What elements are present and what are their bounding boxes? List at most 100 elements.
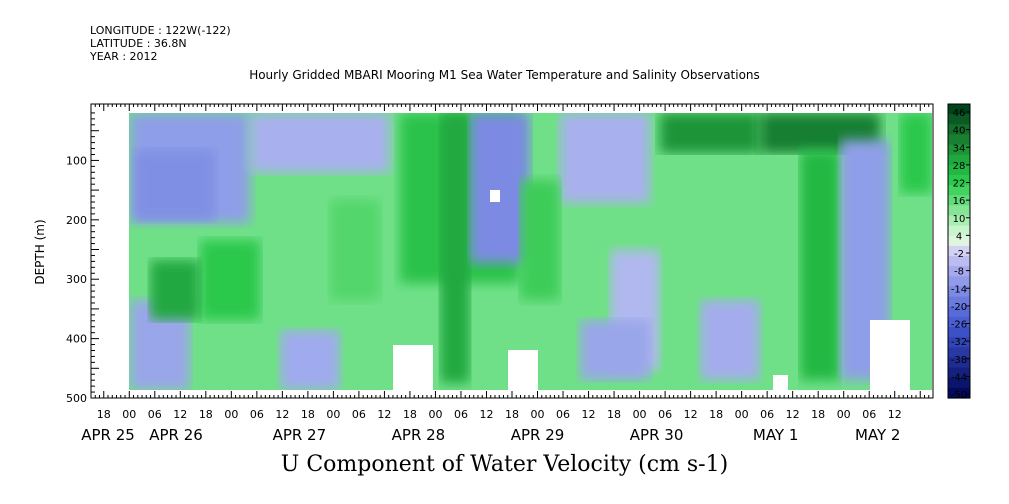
colorbar-swatch	[948, 185, 970, 196]
colorbar-label: 46	[953, 108, 966, 119]
x-tick-label: 12	[786, 408, 800, 421]
x-date-label: APR 27	[273, 426, 327, 444]
x-tick-label: 18	[607, 408, 621, 421]
colorbar-label: -20	[951, 302, 967, 313]
y-tick-label: 500	[66, 392, 87, 405]
x-axis: 18 00 06 12 18 00 06 12 18 00 06 12 18 00 06 12 18 00 06 12…	[81, 104, 934, 444]
x-tick-label: 18	[199, 408, 213, 421]
colorbar-swatch	[948, 327, 970, 338]
colorbar-swatch	[948, 225, 970, 237]
missing-data-areas	[393, 190, 910, 390]
missing-data-patch	[393, 345, 433, 390]
x-tick-label: 18	[811, 408, 825, 421]
heatmap-patch	[580, 320, 650, 380]
colorbar-swatch	[948, 215, 970, 227]
colorbar: 46 40 34 28 22 16 10 4 -2 -8 -14 -20 -26 -32 -38 -44 -50	[947, 103, 971, 401]
x-tick-label: 00	[428, 408, 442, 421]
colorbar-label: 40	[953, 126, 966, 137]
x-date-label: APR 30	[630, 426, 684, 444]
heatmap-patch	[520, 180, 560, 300]
x-date-label: APR 29	[511, 426, 565, 444]
colorbar-label: -44	[951, 372, 967, 383]
colorbar-label: -50	[951, 390, 967, 401]
x-tick-label: 06	[760, 408, 774, 421]
colorbar-label: 22	[953, 179, 966, 190]
x-tick-label: 18	[97, 408, 111, 421]
colorbar-swatch	[948, 205, 970, 217]
heatmap-patch	[700, 300, 760, 380]
colorbar-frame	[947, 103, 971, 399]
x-tick-label: 06	[454, 408, 468, 421]
colorbar-swatch	[948, 276, 970, 288]
colorbar-label: 4	[956, 231, 962, 242]
heatmap-patch	[330, 200, 380, 300]
heatmap-patch	[660, 113, 760, 153]
x-tick-label: 12	[582, 408, 596, 421]
x-tick-label: 18	[709, 408, 723, 421]
colorbar-swatch	[948, 296, 970, 308]
x-tick-label: 12	[173, 408, 187, 421]
heatmap-patch	[250, 113, 390, 173]
x-tick-label: 18	[505, 408, 519, 421]
colorbar-label: -26	[951, 320, 967, 331]
y-tick-label: 400	[66, 333, 87, 346]
colorbar-swatch	[948, 266, 970, 277]
colorbar-label: 10	[953, 214, 966, 225]
y-tick-label: 200	[66, 214, 87, 227]
x-tick-label: 12	[275, 408, 289, 421]
colorbar-label: 28	[953, 161, 966, 172]
chart-title: Hourly Gridded MBARI Mooring M1 Sea Wate…	[249, 68, 760, 82]
x-tick-label: 00	[633, 408, 647, 421]
x-tick-label: 00	[122, 408, 136, 421]
colorbar-swatch	[948, 337, 970, 348]
colorbar-label: 16	[953, 196, 966, 207]
x-tick-label: 00	[326, 408, 340, 421]
y-tick-label: 300	[66, 273, 87, 286]
colorbar-label: -32	[951, 337, 967, 348]
x-tick-label: 06	[556, 408, 570, 421]
heatmap-patch	[560, 113, 650, 203]
colorbar-swatch	[948, 367, 970, 379]
y-axis: 100 200 300 400 500	[66, 112, 99, 405]
x-axis-title: U Component of Water Velocity (cm s-1)	[280, 452, 729, 477]
x-tick-label: 06	[862, 408, 876, 421]
colorbar-swatch	[948, 154, 970, 166]
x-tick-label: 18	[403, 408, 417, 421]
longitude-label: LONGITUDE : 122W(-122)	[90, 24, 231, 37]
colorbar-swatch	[948, 347, 970, 359]
x-tick-label: 00	[735, 408, 749, 421]
colorbar-swatch	[948, 256, 970, 267]
colorbar-swatch	[948, 357, 970, 369]
x-date-label: MAY 1	[753, 426, 799, 444]
colorbar-swatch	[948, 235, 970, 247]
colorbar-label: -38	[951, 355, 967, 366]
heatmap-patch	[440, 113, 470, 383]
colorbar-swatch	[948, 104, 970, 115]
x-date-label: APR 26	[149, 426, 203, 444]
y-axis-title: DEPTH (m)	[33, 219, 47, 284]
heatmap-patch	[280, 330, 340, 390]
x-tick-label: 00	[224, 408, 238, 421]
heatmap	[129, 113, 932, 390]
colorbar-swatch	[948, 245, 970, 257]
x-tick-label: 00	[531, 408, 545, 421]
year-label: YEAR : 2012	[90, 50, 158, 63]
colorbar-label: 34	[953, 143, 966, 154]
x-date-label: MAY 2	[855, 426, 901, 444]
x-tick-label: 12	[479, 408, 493, 421]
heatmap-patch	[135, 150, 215, 220]
colorbar-swatch	[948, 377, 970, 389]
heatmap-patch	[200, 240, 260, 320]
colorbar-label: -14	[951, 284, 967, 295]
x-tick-label: 12	[377, 408, 391, 421]
x-tick-label: 12	[684, 408, 698, 421]
x-tick-label: 06	[352, 408, 366, 421]
colorbar-swatch	[948, 286, 970, 298]
colorbar-swatch	[948, 195, 970, 206]
x-date-label: APR 28	[392, 426, 446, 444]
colorbar-label: -2	[954, 249, 964, 260]
colorbar-swatch	[948, 174, 970, 186]
heatmap-patch	[150, 260, 200, 320]
heatmap-patch	[900, 113, 932, 193]
